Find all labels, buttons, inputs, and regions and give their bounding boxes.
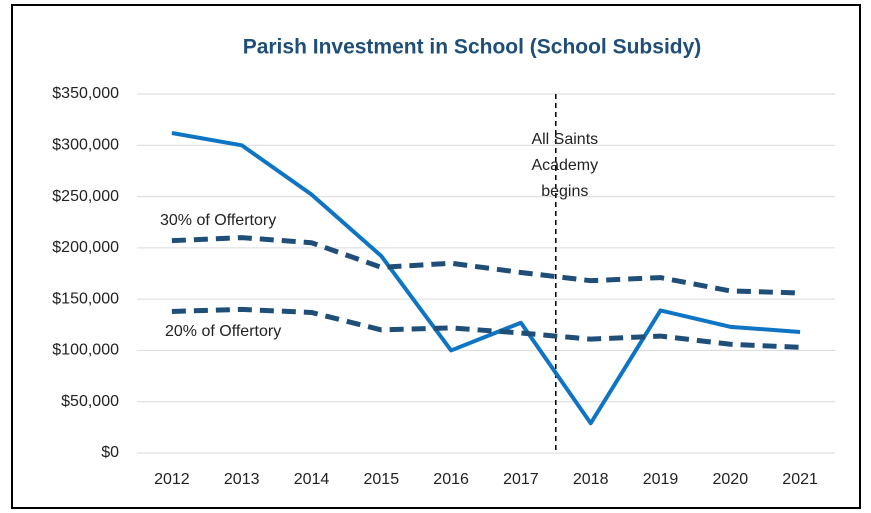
y-tick-label: $300,000: [52, 137, 119, 154]
y-tick-label: $200,000: [52, 239, 119, 256]
annotation: begins: [541, 183, 588, 200]
annotation: Academy: [531, 157, 598, 174]
chart-title: Parish Investment in School (School Subs…: [243, 36, 702, 59]
dashed-line: [171, 306, 801, 350]
y-tick-label: $0: [101, 444, 119, 461]
series-label: 30% of Offertory: [160, 212, 276, 229]
annotation: All Saints: [531, 131, 598, 148]
x-tick-label: 2015: [364, 471, 400, 488]
x-tick-label: 2014: [294, 471, 330, 488]
dashed-line: [171, 235, 801, 296]
x-tick-label: 2020: [713, 471, 749, 488]
y-tick-label: $150,000: [52, 290, 119, 307]
y-tick-label: $250,000: [52, 188, 119, 205]
x-tick-label: 2019: [643, 471, 679, 488]
y-tick-label: $350,000: [52, 85, 119, 102]
y-tick-label: $50,000: [61, 393, 119, 410]
x-tick-label: 2018: [573, 471, 609, 488]
x-tick-label: 2013: [224, 471, 260, 488]
x-tick-label: 2017: [503, 471, 539, 488]
x-tick-label: 2012: [154, 471, 190, 488]
y-tick-label: $100,000: [52, 342, 119, 359]
series-label: 20% of Offertory: [165, 323, 281, 340]
line: [171, 131, 801, 426]
x-tick-label: 2016: [433, 471, 469, 488]
chart-border: [11, 4, 861, 509]
x-tick-label: 2021: [782, 471, 818, 488]
